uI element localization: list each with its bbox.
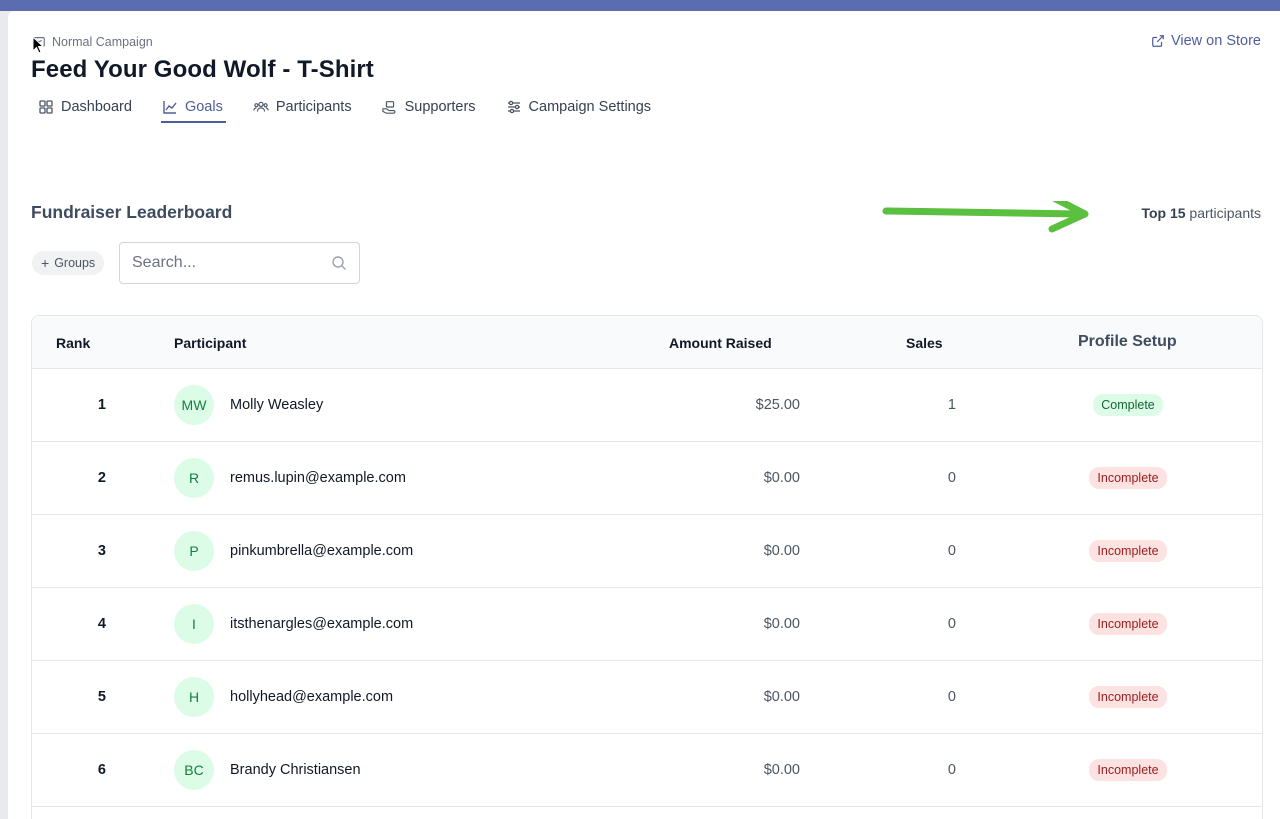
search-box <box>119 242 360 284</box>
top-participants-count: Top 15 participants <box>1141 205 1261 221</box>
tab-supporters[interactable]: Supporters <box>381 99 479 123</box>
tab-goals[interactable]: Goals <box>160 99 226 123</box>
tab-supporters-label: Supporters <box>404 99 476 115</box>
tab-goals-label: Goals <box>184 99 223 115</box>
tab-bar: Dashboard Goals Participants Supporters <box>37 99 680 123</box>
top-bar <box>0 0 1280 11</box>
sales-cell: 0 <box>947 689 956 705</box>
dashboard-grid-icon <box>39 100 53 114</box>
avatar: MW <box>174 385 214 425</box>
search-input[interactable] <box>132 254 322 272</box>
top-count-number: Top 15 <box>1141 205 1186 221</box>
column-header-rank[interactable]: Rank <box>56 335 91 351</box>
leaderboard-title: Fundraiser Leaderboard <box>31 202 233 222</box>
avatar: H <box>174 677 214 717</box>
amount-raised-cell: $25.00 <box>755 397 800 413</box>
tab-participants[interactable]: Participants <box>252 99 355 123</box>
table-row[interactable]: 6 BC Brandy Christiansen $0.00 0 Incomplete <box>32 734 1262 807</box>
amount-raised-cell: $0.00 <box>763 616 800 632</box>
page-title: Feed Your Good Wolf - T-Shirt <box>31 56 374 83</box>
participant-name[interactable]: hollyhead@example.com <box>230 689 394 705</box>
search-icon[interactable] <box>331 255 347 271</box>
rank-cell: 6 <box>97 762 106 778</box>
sales-cell: 1 <box>947 397 956 413</box>
tab-dashboard[interactable]: Dashboard <box>37 99 135 123</box>
chart-line-icon <box>163 101 177 114</box>
avatar: R <box>174 458 214 498</box>
top-count-suffix: participants <box>1189 205 1261 221</box>
users-icon <box>253 101 269 112</box>
rank-cell: 4 <box>97 616 106 632</box>
participant-name[interactable]: pinkumbrella@example.com <box>230 543 414 559</box>
profile-setup-cell: Incomplete <box>1072 734 1184 806</box>
profile-setup-cell: Incomplete <box>1072 661 1184 733</box>
handshake-icon <box>381 101 395 114</box>
sales-cell: 0 <box>947 470 956 486</box>
sales-cell: 0 <box>947 543 956 559</box>
avatar: I <box>174 604 214 644</box>
view-on-store-label: View on Store <box>1170 33 1261 49</box>
rank-cell: 5 <box>97 689 106 705</box>
column-header-amount-raised[interactable]: Amount Raised <box>669 335 772 351</box>
table-header: Rank Participant Amount Raised Sales Pro… <box>32 316 1262 369</box>
external-link-icon <box>1152 35 1164 47</box>
sales-cell: 0 <box>947 762 956 778</box>
tab-campaign-settings-label: Campaign Settings <box>528 99 652 115</box>
tab-participants-label: Participants <box>275 99 352 115</box>
sliders-icon <box>507 100 520 114</box>
profile-setup-cell: Incomplete <box>1072 442 1184 514</box>
leaderboard-table: Rank Participant Amount Raised Sales Pro… <box>31 315 1263 819</box>
status-badge: Incomplete <box>1089 759 1167 781</box>
view-on-store-link[interactable]: View on Store <box>1151 33 1261 49</box>
table-row[interactable]: 1 MW Molly Weasley $25.00 1 Complete <box>32 369 1262 442</box>
campaign-type: Normal Campaign <box>32 35 153 49</box>
status-badge: Incomplete <box>1089 540 1167 562</box>
profile-setup-cell: Complete <box>1072 369 1184 441</box>
main-panel: Normal Campaign View on Store Feed Your … <box>8 11 1280 819</box>
column-header-participant[interactable]: Participant <box>174 335 247 351</box>
groups-label: Groups <box>54 256 96 270</box>
tab-campaign-settings[interactable]: Campaign Settings <box>505 99 655 123</box>
status-badge: Incomplete <box>1089 686 1167 708</box>
rank-cell: 1 <box>97 397 106 413</box>
profile-setup-cell: Incomplete <box>1072 588 1184 660</box>
sales-cell: 0 <box>947 616 956 632</box>
campaign-type-label: Normal Campaign <box>52 35 153 49</box>
rank-cell: 2 <box>97 470 106 486</box>
status-badge: Complete <box>1093 394 1163 416</box>
participant-name[interactable]: remus.lupin@example.com <box>230 470 406 486</box>
tab-dashboard-label: Dashboard <box>61 99 132 115</box>
amount-raised-cell: $0.00 <box>763 470 800 486</box>
mouse-cursor-icon <box>32 36 44 54</box>
column-header-sales[interactable]: Sales <box>906 335 943 351</box>
rank-cell: 3 <box>97 543 106 559</box>
participant-name[interactable]: itsthenargles@example.com <box>230 616 414 632</box>
amount-raised-cell: $0.00 <box>763 543 800 559</box>
avatar: P <box>174 531 214 571</box>
profile-setup-cell: Incomplete <box>1072 515 1184 587</box>
amount-raised-cell: $0.00 <box>763 762 800 778</box>
participant-name[interactable]: Molly Weasley <box>230 397 324 413</box>
plus-icon: + <box>41 255 50 271</box>
groups-button[interactable]: + Groups <box>32 251 105 275</box>
avatar: BC <box>174 750 214 790</box>
amount-raised-cell: $0.00 <box>763 689 800 705</box>
participant-name[interactable]: Brandy Christiansen <box>230 762 361 778</box>
status-badge: Incomplete <box>1089 467 1167 489</box>
status-badge: Incomplete <box>1089 613 1167 635</box>
column-header-profile-setup[interactable]: Profile Setup <box>1078 333 1177 350</box>
green-arrow-icon <box>882 201 1089 233</box>
